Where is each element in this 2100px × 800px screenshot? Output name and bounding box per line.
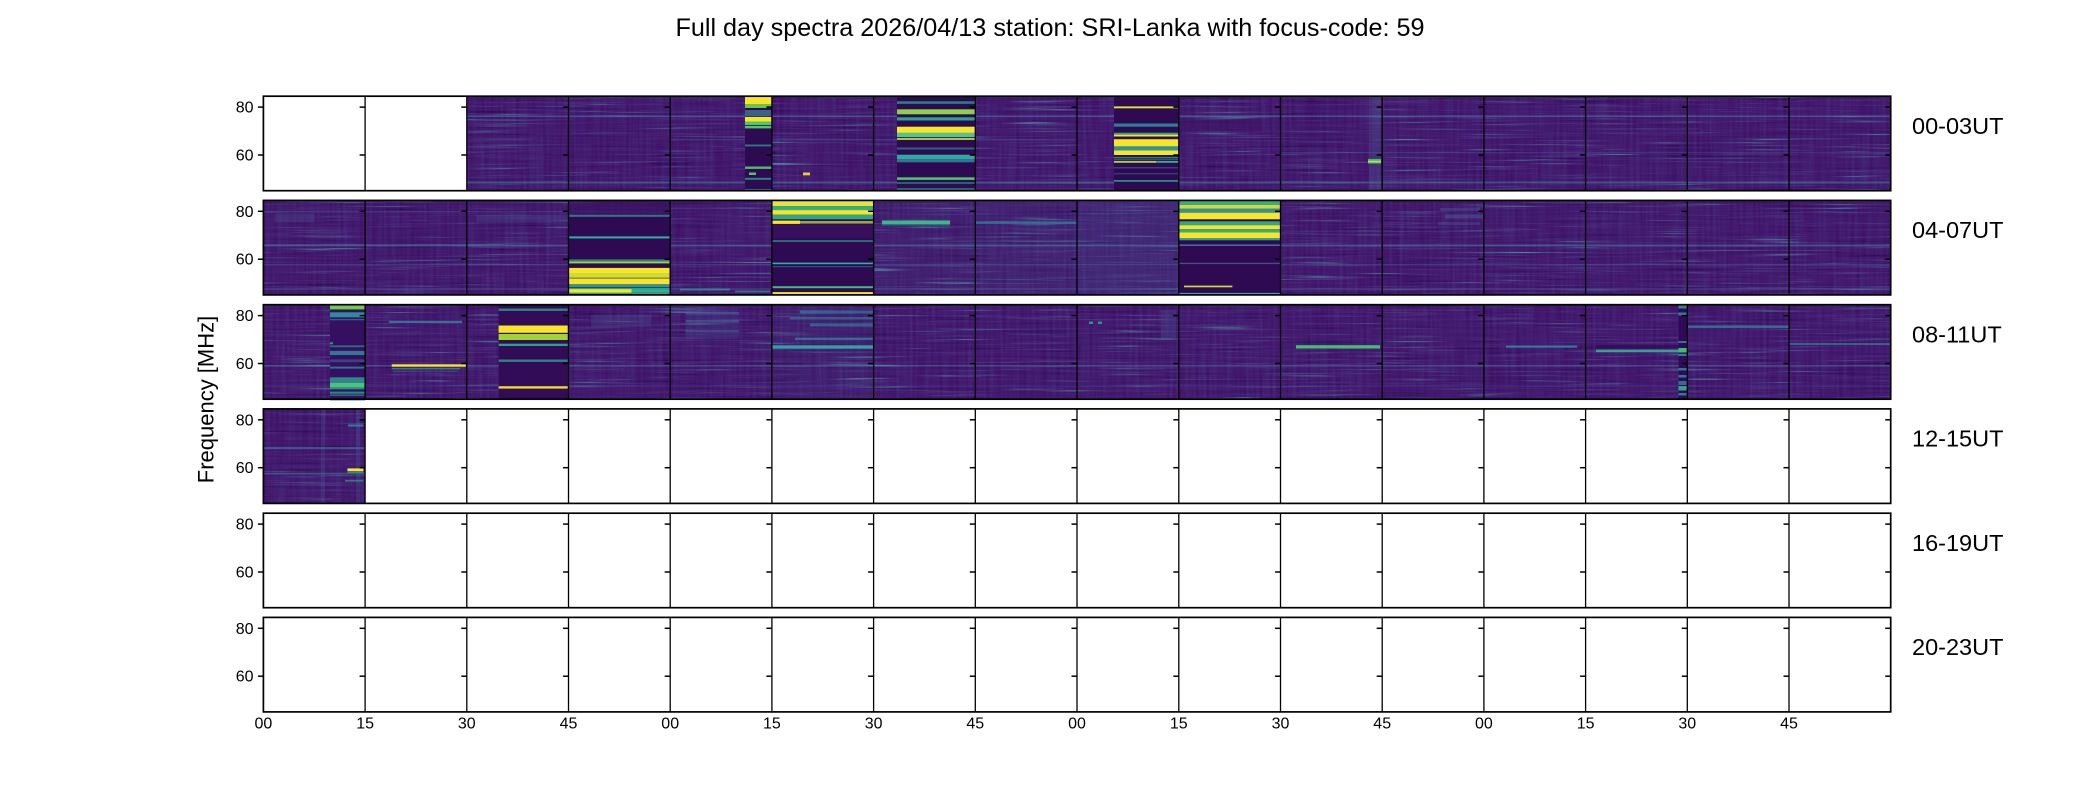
svg-text:00: 00 bbox=[1068, 716, 1086, 733]
svg-text:20-23UT: 20-23UT bbox=[1912, 634, 2003, 660]
svg-text:80: 80 bbox=[236, 517, 254, 534]
svg-text:00: 00 bbox=[1475, 716, 1493, 733]
svg-text:Frequency [MHz]: Frequency [MHz] bbox=[194, 316, 219, 484]
svg-text:60: 60 bbox=[236, 252, 254, 269]
svg-text:45: 45 bbox=[1780, 716, 1798, 733]
svg-text:15: 15 bbox=[763, 716, 781, 733]
svg-text:00: 00 bbox=[661, 716, 679, 733]
svg-text:15: 15 bbox=[1170, 716, 1188, 733]
svg-text:60: 60 bbox=[236, 148, 254, 165]
svg-text:15: 15 bbox=[1577, 716, 1595, 733]
svg-text:60: 60 bbox=[236, 565, 254, 582]
svg-text:45: 45 bbox=[966, 716, 984, 733]
svg-text:80: 80 bbox=[236, 100, 254, 117]
svg-text:04-07UT: 04-07UT bbox=[1912, 217, 2003, 243]
svg-text:80: 80 bbox=[236, 308, 254, 325]
svg-text:80: 80 bbox=[236, 204, 254, 221]
svg-text:16-19UT: 16-19UT bbox=[1912, 530, 2003, 556]
svg-text:30: 30 bbox=[458, 716, 476, 733]
svg-text:60: 60 bbox=[236, 356, 254, 373]
svg-text:08-11UT: 08-11UT bbox=[1912, 322, 2002, 348]
svg-text:45: 45 bbox=[1373, 716, 1391, 733]
svg-text:30: 30 bbox=[865, 716, 883, 733]
svg-text:00: 00 bbox=[255, 716, 273, 733]
svg-text:45: 45 bbox=[560, 716, 578, 733]
svg-text:00-03UT: 00-03UT bbox=[1912, 113, 2003, 139]
svg-text:30: 30 bbox=[1272, 716, 1290, 733]
svg-text:12-15UT: 12-15UT bbox=[1912, 426, 2003, 452]
svg-text:60: 60 bbox=[236, 460, 254, 477]
svg-text:Full day spectra 2026/04/13 st: Full day spectra 2026/04/13 station: SRI… bbox=[675, 14, 1424, 42]
svg-text:80: 80 bbox=[236, 621, 254, 638]
svg-text:30: 30 bbox=[1678, 716, 1696, 733]
svg-text:15: 15 bbox=[356, 716, 374, 733]
svg-text:80: 80 bbox=[236, 412, 254, 429]
svg-text:60: 60 bbox=[236, 669, 254, 686]
